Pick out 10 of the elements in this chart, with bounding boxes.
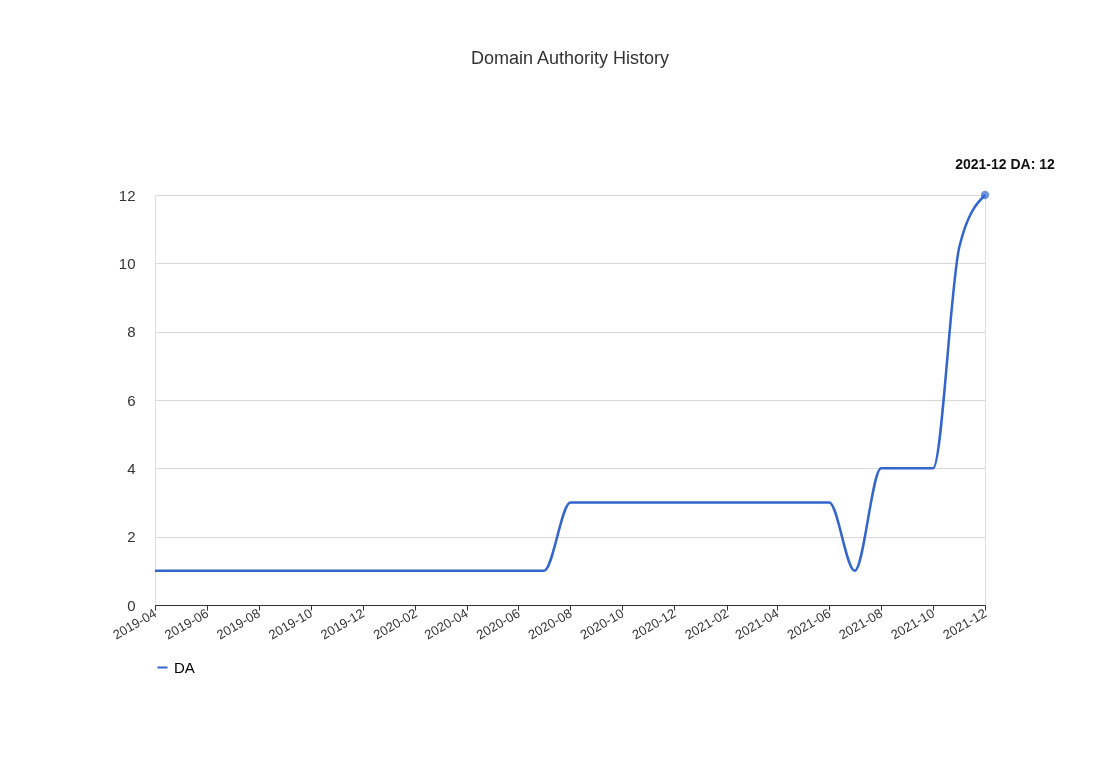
y-tick-label: 12 <box>118 186 136 204</box>
y-tick-label: 10 <box>118 254 136 272</box>
chart-title: Domain Authority History <box>470 48 670 68</box>
y-tick-label: 4 <box>127 459 136 477</box>
y-tick-label: 2 <box>127 528 136 546</box>
y-tick-label: 6 <box>127 391 136 409</box>
legend-label: DA <box>174 658 195 676</box>
annotation: 2021-12 DA: 12 <box>955 156 1056 172</box>
y-tick-label: 8 <box>127 323 136 341</box>
y-tick-label: 0 <box>127 596 136 614</box>
